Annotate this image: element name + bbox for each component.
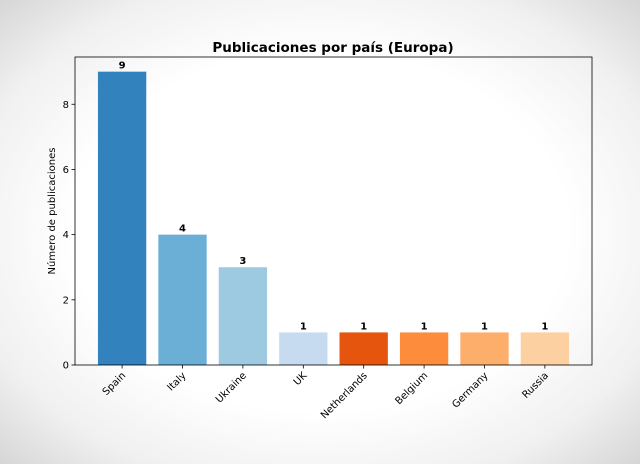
plot-area-frame (74, 56, 593, 366)
chart-title: Publicaciones por país (Europa) (212, 40, 453, 56)
data-label: 1 (360, 321, 367, 332)
bar-ukraine (218, 267, 268, 365)
bar-spain (97, 71, 147, 366)
data-label: 1 (541, 321, 548, 332)
x-tick-label: Spain (101, 370, 129, 398)
bar-germany (460, 332, 509, 365)
x-tick-label: Belgium (393, 370, 430, 407)
x-tick-label: Germany (450, 370, 490, 410)
y-tick-label: 2 (63, 295, 69, 306)
bar-italy (158, 234, 207, 365)
bar-uk (279, 332, 328, 365)
y-tick-label: 0 (63, 361, 69, 372)
x-tick-label: Ukraine (214, 370, 249, 405)
bar-russia (520, 332, 570, 365)
data-label: 1 (481, 321, 488, 332)
y-tick-label: 8 (63, 100, 69, 111)
y-tick-label: 4 (63, 230, 69, 241)
data-label: 4 (179, 224, 186, 235)
x-tick-label: Italy (166, 370, 189, 393)
x-tick-label: Russia (520, 370, 551, 401)
data-label: 3 (239, 256, 246, 267)
bar-belgium (399, 332, 449, 365)
y-axis-label: Número de publicaciones (46, 148, 58, 275)
bar-netherlands (339, 332, 388, 365)
data-label: 9 (119, 61, 126, 72)
y-tick-label: 6 (63, 165, 69, 176)
x-tick-label: Netherlands (319, 370, 370, 421)
data-label: 1 (421, 321, 428, 332)
x-tick-label: UK (292, 370, 310, 388)
data-label: 1 (300, 321, 307, 332)
